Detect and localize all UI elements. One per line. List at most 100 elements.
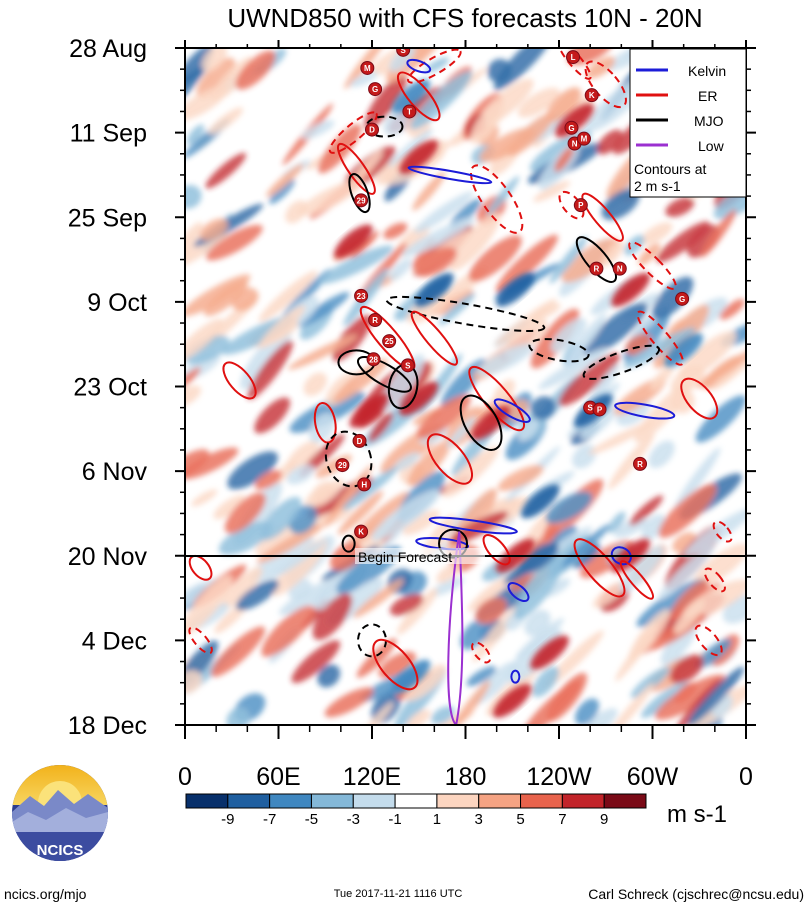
storm-marker: R: [589, 261, 604, 276]
field-cell: [297, 292, 350, 328]
colorbar-label: 5: [516, 811, 524, 828]
field-cell: [602, 241, 625, 267]
field-peak: [399, 139, 439, 174]
y-tick-label: 6 Nov: [82, 458, 148, 486]
field-cell: [255, 470, 282, 490]
field-cell: [410, 70, 473, 130]
storm-marker: R: [368, 313, 383, 328]
field-cell: [185, 184, 202, 209]
field-cell: [544, 630, 604, 689]
storm-marker-dot: [354, 288, 369, 303]
storm-marker: H: [357, 477, 372, 492]
field-cell: [378, 651, 416, 679]
x-tick-label: 0: [178, 763, 192, 791]
contour: [636, 310, 684, 366]
field-cell: [226, 707, 250, 725]
legend-note-line1: Contours at: [634, 161, 706, 177]
field-cell: [606, 683, 655, 725]
field-cell: [337, 491, 384, 535]
field-cell: [466, 666, 497, 687]
field-cell: [533, 180, 571, 202]
storm-marker-label: D: [357, 437, 363, 446]
colorbar-swatch: [269, 793, 312, 809]
field-cell: [546, 87, 582, 123]
colorbar: -9 -7 -5 -3 -1 1 3 5 7 9: [185, 793, 647, 828]
storm-marker-dot: [354, 524, 369, 539]
field-cell: [344, 48, 391, 89]
storm-marker: S: [396, 48, 411, 57]
field-cell: [713, 177, 746, 219]
field-peak: [471, 405, 510, 440]
field-cell: [389, 593, 424, 616]
field-cell: [185, 670, 202, 694]
field-cell: [389, 128, 433, 167]
storm-marker-label: P: [578, 201, 584, 210]
field-cell: [530, 396, 556, 420]
field-cell: [687, 666, 745, 725]
storm-marker: M: [360, 60, 375, 75]
field-cell: [494, 298, 557, 347]
contour: [581, 192, 624, 242]
ncics-logo: NCICS: [12, 765, 108, 861]
field-cell: [665, 197, 695, 217]
field-cell: [270, 539, 327, 580]
field-cell: [254, 397, 291, 434]
field-cell: [383, 222, 408, 240]
storm-marker-dot: [589, 261, 604, 276]
colorbar-swatch: [561, 793, 605, 809]
field-cell: [291, 640, 341, 684]
field-cell: [185, 575, 233, 636]
y-tick-label: 9 Oct: [87, 289, 147, 317]
storm-marker: R: [633, 456, 648, 471]
field-cell: [543, 578, 571, 598]
field-cell: [493, 48, 554, 91]
field-cell: [269, 179, 295, 205]
storm-marker-label: P: [597, 405, 603, 414]
field-cell: [451, 680, 491, 725]
field-cell: [686, 224, 720, 258]
field-cell: [319, 245, 394, 284]
legend-label-er: ER: [698, 88, 717, 104]
field-cell: [558, 352, 620, 406]
storm-marker-label: G: [372, 85, 378, 94]
field-cell: [670, 366, 706, 394]
storm-marker: D: [365, 122, 379, 137]
storm-marker-dot: [366, 352, 381, 367]
colorbar-label: -5: [305, 811, 318, 828]
field-cell: [658, 483, 717, 538]
storm-marker-label: 25: [385, 337, 394, 346]
field-cell: [673, 447, 721, 511]
field-cell: [630, 666, 671, 699]
field-cell: [629, 495, 664, 526]
legend-label-kelvin: Kelvin: [688, 63, 726, 79]
field-cell: [342, 466, 399, 511]
contour: [470, 164, 524, 234]
field-cell: [656, 221, 710, 263]
field-cell: [585, 56, 616, 79]
logo-text: NCICS: [37, 842, 84, 859]
field-peak: [664, 333, 703, 368]
storm-marker: G: [368, 82, 383, 97]
storm-marker: S: [400, 358, 415, 373]
field-cell: [191, 489, 218, 507]
field-cell: [552, 524, 611, 575]
contour: [406, 58, 432, 74]
colorbar-swatch: [185, 793, 229, 809]
y-tick-label: 25 Sep: [68, 204, 147, 232]
field-cell: [210, 626, 266, 677]
contour: [575, 236, 617, 283]
field-cell: [701, 209, 737, 258]
y-tick-label: 11 Sep: [70, 120, 147, 148]
field-cell: [521, 680, 581, 725]
field-cell: [550, 525, 578, 549]
field-cell: [303, 372, 328, 397]
field-peak: [530, 635, 569, 670]
x-axis: 0 60E 120E 180 120W 60W 0: [178, 40, 753, 791]
field-cell: [657, 545, 715, 601]
field-cell: [185, 447, 239, 480]
colorbar-label: -3: [347, 811, 360, 828]
storm-marker: 28: [366, 352, 381, 367]
storm-marker: N: [612, 261, 627, 276]
storm-marker: K: [584, 88, 599, 103]
storm-marker-label: K: [589, 91, 595, 100]
